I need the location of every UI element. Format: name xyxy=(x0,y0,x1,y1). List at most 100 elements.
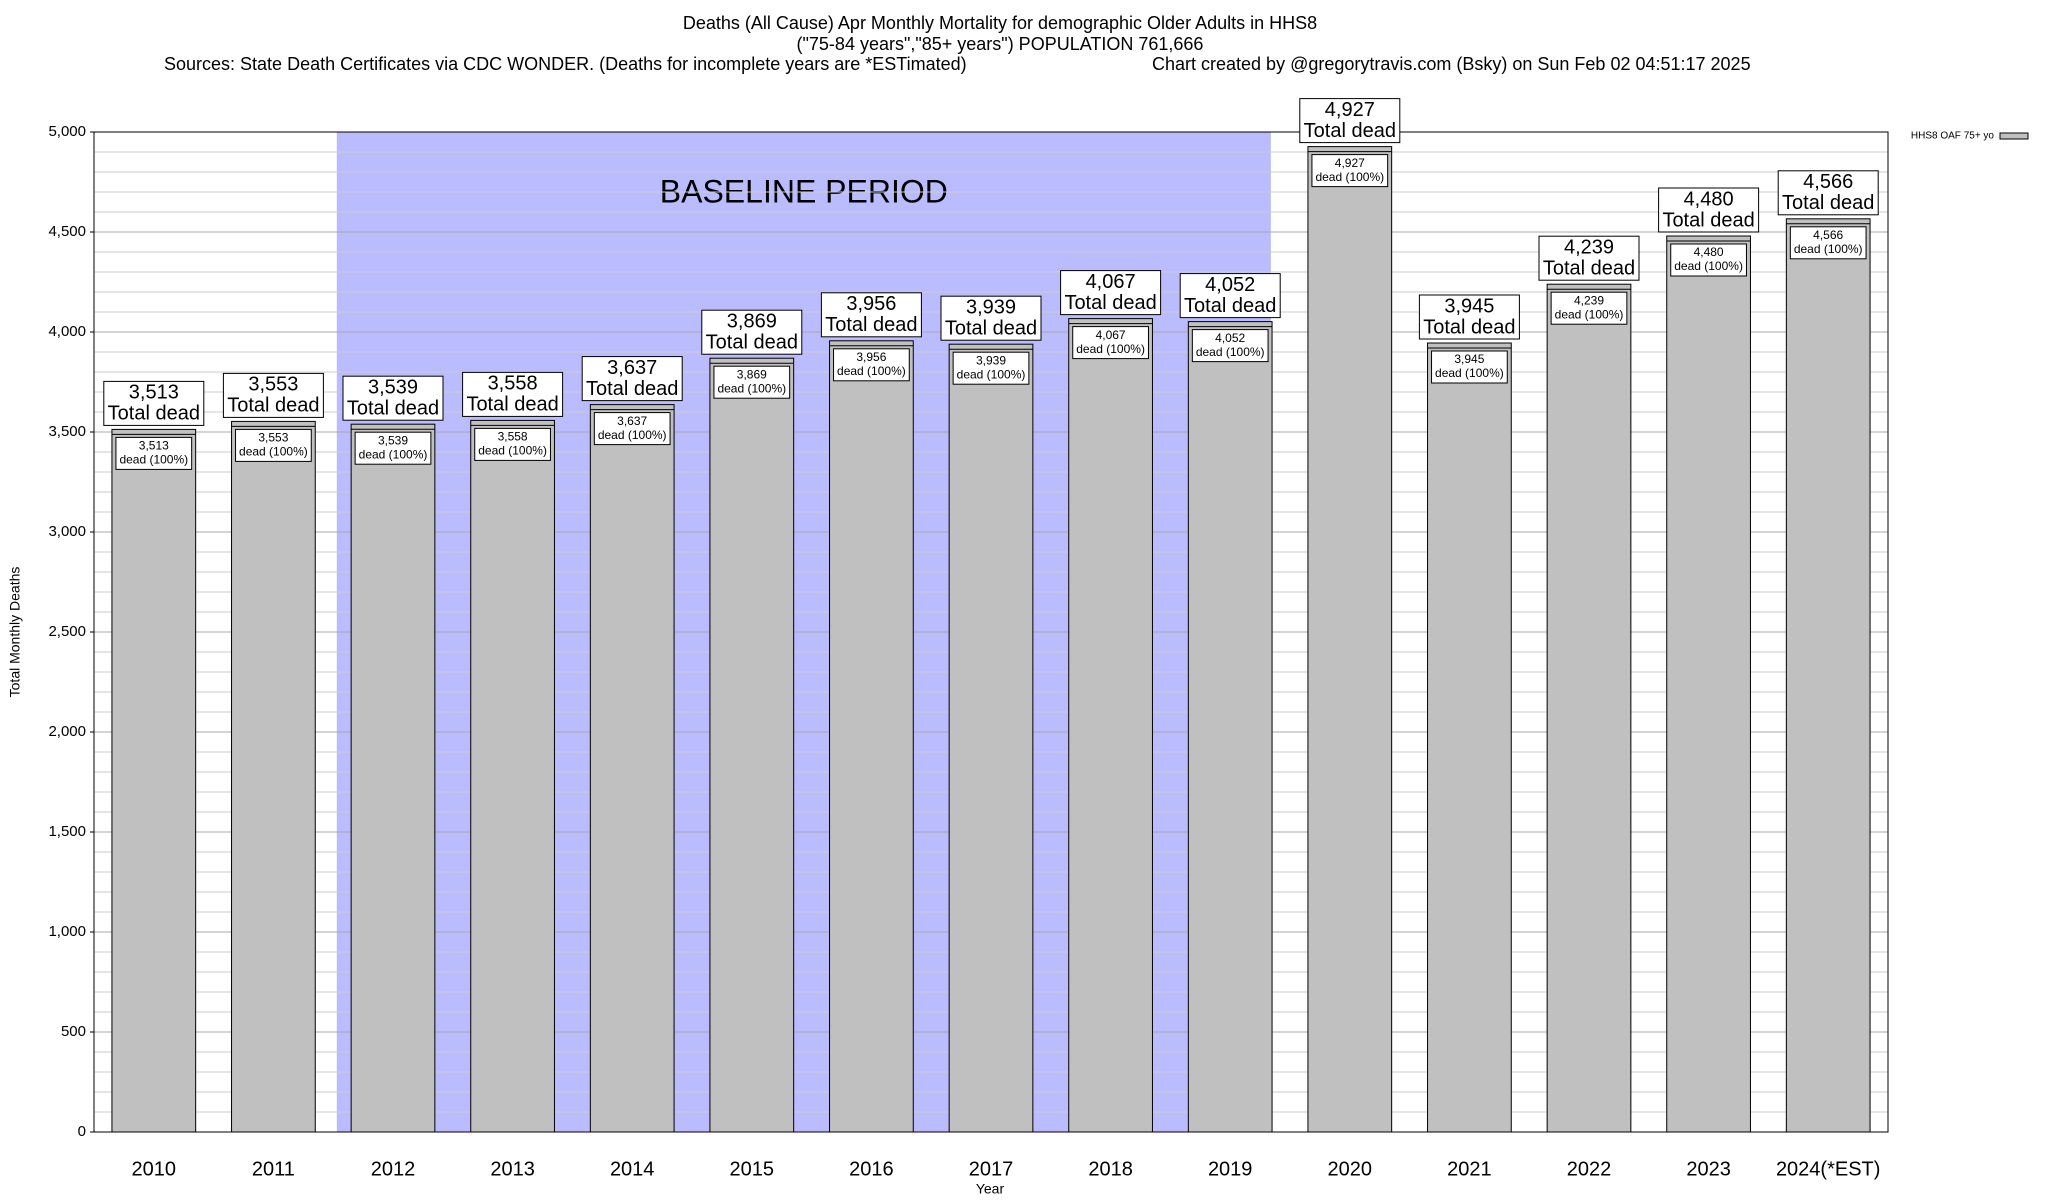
x-tick-label: 2011 xyxy=(252,1158,295,1180)
x-tick-label: 2022 xyxy=(1567,1158,1612,1180)
bar xyxy=(1546,283,1632,1133)
bar xyxy=(589,404,675,1133)
inner-label-text: dead (100%) xyxy=(1196,345,1265,359)
inner-label-box xyxy=(235,428,312,462)
bar xyxy=(1666,235,1751,1133)
inner-label-box xyxy=(115,436,193,470)
top-label-box xyxy=(1299,98,1401,144)
inner-label-text: dead (100%) xyxy=(1674,259,1743,273)
bar xyxy=(948,343,1034,1133)
inner-value-label: 4,566 xyxy=(1813,228,1843,242)
inner-label-box xyxy=(952,351,1030,385)
top-label-text: Total dead xyxy=(1184,295,1276,317)
inner-label-box xyxy=(1550,291,1628,325)
inner-label-text: dead (100%) xyxy=(239,445,308,459)
inner-value-label: 3,945 xyxy=(1454,352,1484,366)
value-label: 3,513 xyxy=(129,382,179,404)
chart-title: Deaths (All Cause) Apr Monthly Mortality… xyxy=(683,13,1317,33)
inner-label-text: dead (100%) xyxy=(1555,307,1624,321)
legend-swatch xyxy=(1999,132,2029,140)
y-tick-label: 1,000 xyxy=(48,923,86,940)
sources: Sources: State Death Certificates via CD… xyxy=(164,54,967,74)
inner-label-text: dead (100%) xyxy=(1076,342,1145,356)
bar xyxy=(470,419,555,1133)
inner-label-text: dead (100%) xyxy=(1435,366,1504,380)
inner-value-label: 3,513 xyxy=(139,439,169,453)
credit: Chart created by @gregorytravis.com (Bsk… xyxy=(1152,54,1751,74)
inner-label-box xyxy=(1072,326,1149,360)
y-tick-label: 2,500 xyxy=(48,623,86,640)
top-label-text: Total dead xyxy=(1662,209,1754,231)
value-label: 3,939 xyxy=(966,296,1016,318)
bar xyxy=(709,357,795,1133)
top-label-box xyxy=(103,380,205,426)
legend-label: HHS8 OAF 75+ yo xyxy=(1911,131,1995,142)
x-axis-label: Year xyxy=(976,1181,1005,1197)
top-label-text: Total dead xyxy=(825,314,917,336)
top-label-box xyxy=(940,295,1042,341)
inner-label-box xyxy=(1311,154,1389,188)
value-label: 4,067 xyxy=(1086,271,1136,293)
top-label-box xyxy=(222,372,324,418)
top-label-box xyxy=(1658,187,1760,233)
x-tick-label: 2017 xyxy=(969,1158,1014,1180)
inner-value-label: 4,480 xyxy=(1694,245,1724,259)
x-tick-label: 2021 xyxy=(1447,1158,1492,1180)
chart-subtitle: ("75-84 years","85+ years") POPULATION 7… xyxy=(797,34,1204,54)
x-tick-label: 2010 xyxy=(132,1158,177,1180)
inner-label-box xyxy=(474,427,551,461)
inner-label-text: dead (100%) xyxy=(717,381,786,395)
top-label-text: Total dead xyxy=(1782,192,1874,214)
inner-label-text: dead (100%) xyxy=(119,453,188,467)
value-label: 4,927 xyxy=(1325,99,1375,121)
y-tick-label: 1,500 xyxy=(48,823,86,840)
x-tick-label: 2024(*EST) xyxy=(1776,1158,1881,1180)
inner-value-label: 3,956 xyxy=(856,350,886,364)
inner-label-box xyxy=(354,431,432,465)
top-label-box xyxy=(1179,273,1281,319)
top-label-text: Total dead xyxy=(1064,292,1156,314)
top-label-box xyxy=(820,292,922,338)
value-label: 4,566 xyxy=(1803,171,1853,193)
x-tick-label: 2015 xyxy=(730,1158,775,1180)
top-label-box xyxy=(342,375,444,421)
inner-value-label: 3,869 xyxy=(737,367,767,381)
top-label-text: Total dead xyxy=(1304,120,1396,142)
inner-label-box xyxy=(593,412,671,446)
bar xyxy=(231,420,316,1133)
inner-value-label: 4,067 xyxy=(1096,328,1126,342)
inner-value-label: 4,052 xyxy=(1215,331,1245,345)
top-label-text: Total dead xyxy=(1423,316,1515,338)
x-tick-label: 2020 xyxy=(1328,1158,1373,1180)
x-tick-label: 2018 xyxy=(1088,1158,1133,1180)
inner-label-box xyxy=(713,365,791,399)
top-label-box xyxy=(462,371,564,417)
top-label-box xyxy=(581,356,683,402)
value-label: 3,945 xyxy=(1444,295,1494,317)
x-tick-label: 2023 xyxy=(1686,1158,1731,1180)
inner-label-text: dead (100%) xyxy=(359,447,428,461)
top-label-text: Total dead xyxy=(1543,257,1635,279)
inner-label-box xyxy=(1431,350,1508,384)
top-label-text: Total dead xyxy=(227,395,319,417)
inner-value-label: 3,558 xyxy=(498,430,528,444)
y-tick-label: 4,000 xyxy=(48,323,86,340)
top-label-box xyxy=(1418,294,1520,340)
inner-label-text: dead (100%) xyxy=(478,444,547,458)
top-label-text: Total dead xyxy=(945,317,1037,339)
top-label-box xyxy=(1777,170,1879,216)
top-label-text: Total dead xyxy=(586,378,678,400)
value-label: 3,637 xyxy=(607,357,657,379)
top-label-text: Total dead xyxy=(347,397,439,419)
x-tick-label: 2014 xyxy=(610,1158,655,1180)
inner-label-box xyxy=(1789,226,1867,260)
y-tick-label: 2,000 xyxy=(48,723,86,740)
bar xyxy=(1427,342,1512,1133)
value-label: 4,480 xyxy=(1684,188,1734,210)
inner-label-text: dead (100%) xyxy=(957,367,1026,381)
y-axis-label: Total Monthly Deaths xyxy=(7,567,23,698)
y-tick-label: 3,500 xyxy=(48,423,86,440)
value-label: 4,052 xyxy=(1205,274,1255,296)
inner-value-label: 3,637 xyxy=(617,414,647,428)
